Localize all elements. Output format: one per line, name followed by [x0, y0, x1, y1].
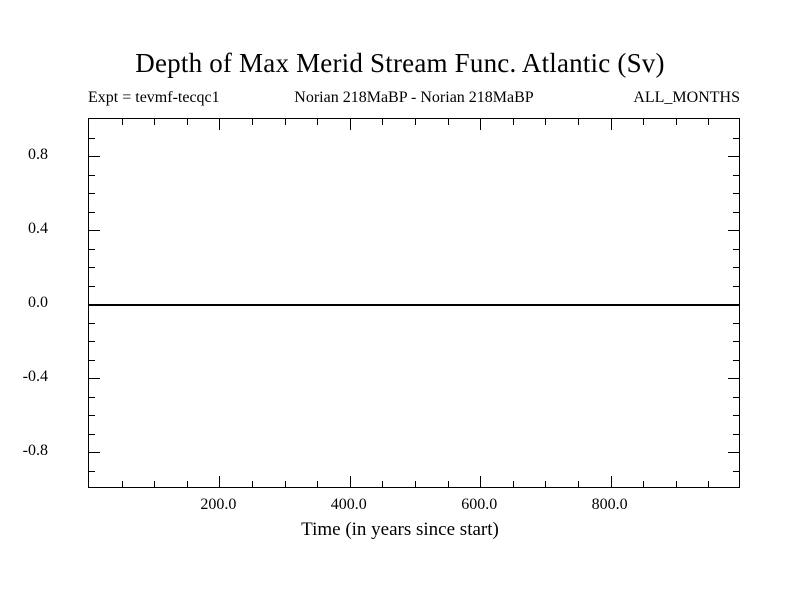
- x-axis-minor-tick: [186, 481, 188, 487]
- y-axis-minor-tick: [89, 341, 95, 342]
- x-axis-minor-tick: [415, 481, 416, 487]
- x-axis-minor-tick: [578, 481, 579, 487]
- x-axis-minor-tick: [382, 481, 384, 487]
- y-axis-tick-label: 0.4: [28, 220, 48, 237]
- x-axis-minor-tick: [512, 481, 514, 487]
- y-axis-minor-tick-right: [733, 267, 739, 268]
- y-axis-minor-tick-right: [733, 322, 739, 324]
- x-axis-major-tick: [219, 476, 221, 487]
- y-axis-minor-tick: [89, 174, 95, 176]
- x-axis-minor-tick: [252, 481, 253, 487]
- x-axis-tick-label: 200.0: [200, 496, 237, 513]
- y-axis-minor-tick-right: [733, 137, 739, 139]
- x-axis-minor-tick: [545, 481, 547, 487]
- y-axis-minor-tick: [89, 322, 95, 324]
- y-axis-major-tick: [89, 156, 100, 157]
- y-axis-minor-tick: [89, 211, 95, 213]
- y-axis-minor-tick-right: [733, 211, 739, 213]
- x-axis-minor-tick: [675, 481, 677, 487]
- x-axis-minor-tick: [284, 481, 286, 487]
- x-axis-major-tick: [480, 476, 482, 487]
- y-axis-major-tick-right: [728, 378, 739, 379]
- period-comparison-label: Norian 218MaBP - Norian 218MaBP: [294, 89, 534, 106]
- y-axis-major-tick-right: [728, 230, 739, 231]
- y-axis-minor-tick-right: [733, 415, 739, 416]
- x-axis-major-tick-top: [480, 119, 482, 130]
- x-axis-tick-label: 600.0: [461, 496, 498, 513]
- y-axis-major-tick: [89, 378, 100, 379]
- x-axis-major-tick: [349, 476, 351, 487]
- x-axis-minor-tick: [317, 481, 319, 487]
- y-axis-tick-label: -0.4: [22, 368, 48, 385]
- y-axis-major-tick-right: [728, 156, 739, 157]
- y-axis-minor-tick-right: [733, 248, 739, 250]
- y-axis-minor-tick-right: [733, 470, 739, 472]
- x-axis-minor-tick-top: [154, 119, 156, 125]
- y-axis-tick-label: -0.8: [22, 442, 48, 459]
- y-axis-minor-tick-right: [733, 341, 739, 342]
- x-axis-minor-tick-top: [643, 119, 645, 125]
- x-axis-minor-tick-top: [186, 119, 188, 125]
- x-axis-minor-tick-top: [545, 119, 547, 125]
- page-title: Depth of Max Merid Stream Func. Atlantic…: [135, 48, 665, 78]
- x-axis-tick-label: 800.0: [591, 496, 628, 513]
- x-axis-minor-tick-top: [708, 119, 710, 125]
- y-axis-minor-tick: [89, 193, 95, 194]
- x-axis-minor-tick-top: [578, 119, 579, 125]
- x-axis-minor-tick-top: [284, 119, 286, 125]
- x-axis-minor-tick-top: [252, 119, 253, 125]
- y-axis-minor-tick: [89, 248, 95, 250]
- x-axis-minor-tick-top: [121, 119, 123, 125]
- x-axis-minor-tick: [708, 481, 710, 487]
- x-axis-minor-tick-top: [512, 119, 514, 125]
- x-axis-minor-tick: [643, 481, 645, 487]
- x-axis-minor-tick-top: [447, 119, 449, 125]
- y-axis-minor-tick: [89, 470, 95, 472]
- x-axis-major-tick-top: [219, 119, 221, 130]
- y-axis-major-tick-right: [728, 452, 739, 453]
- x-axis-minor-tick: [121, 481, 123, 487]
- y-axis-minor-tick-right: [733, 193, 739, 194]
- x-axis-major-tick-top: [349, 119, 351, 130]
- x-axis-minor-tick-top: [382, 119, 384, 125]
- x-axis-minor-tick-top: [675, 119, 677, 125]
- x-axis-tick-label: 400.0: [330, 496, 367, 513]
- x-axis-minor-tick: [154, 481, 156, 487]
- x-axis-title: Time (in years since start): [301, 519, 499, 540]
- experiment-label: Expt = tevmf-tecqc1: [88, 89, 220, 106]
- y-axis-minor-tick-right: [733, 174, 739, 176]
- y-axis-minor-tick-right: [733, 359, 739, 361]
- y-axis-minor-tick: [89, 415, 95, 416]
- y-axis-minor-tick-right: [733, 396, 739, 398]
- series-line: [89, 304, 739, 306]
- y-axis-minor-tick: [89, 433, 95, 435]
- y-axis-minor-tick-right: [733, 285, 739, 287]
- y-axis-minor-tick: [89, 267, 95, 268]
- y-axis-tick-label: 0.8: [28, 146, 48, 163]
- subtitle-row: Expt = tevmf-tecqc1 Norian 218MaBP - Nor…: [88, 88, 740, 110]
- y-axis-major-tick: [89, 230, 100, 231]
- months-label: ALL_MONTHS: [633, 89, 740, 106]
- y-axis-minor-tick: [89, 137, 95, 139]
- x-axis-major-tick-top: [610, 119, 612, 130]
- plot-frame: [88, 118, 740, 488]
- y-axis-minor-tick-right: [733, 433, 739, 435]
- x-axis-minor-tick-top: [317, 119, 319, 125]
- y-axis-tick-label: 0.0: [28, 294, 48, 311]
- y-axis-minor-tick: [89, 396, 95, 398]
- x-axis-major-tick: [610, 476, 612, 487]
- y-axis-minor-tick: [89, 285, 95, 287]
- x-axis-minor-tick: [447, 481, 449, 487]
- x-axis-minor-tick-top: [415, 119, 416, 125]
- plot-area: [89, 119, 739, 487]
- y-axis-minor-tick: [89, 359, 95, 361]
- y-axis-major-tick: [89, 452, 100, 453]
